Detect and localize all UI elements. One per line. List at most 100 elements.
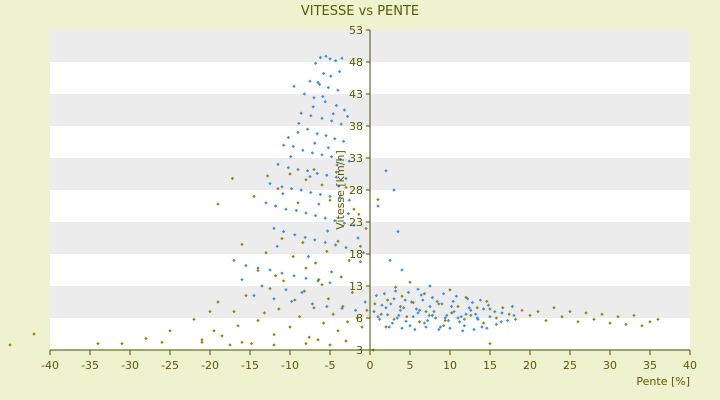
x-tick-label: -15 <box>241 359 259 372</box>
data-point-blue <box>299 111 303 115</box>
data-point-olive <box>232 309 236 314</box>
data-point-blue <box>337 69 342 74</box>
data-point-blue <box>286 165 291 170</box>
y-tick-label: 13 <box>349 280 363 293</box>
x-tick-label: -20 <box>201 359 219 372</box>
data-point-olive <box>560 315 564 319</box>
data-point-blue <box>329 74 333 78</box>
axes: -40 -35 -30 -25 -20 -15 -10 -5 0 5 10 15 20 25 30 35 40 3… <box>41 24 697 372</box>
y-tick-label: 48 <box>349 56 363 69</box>
data-point-blue <box>281 192 285 196</box>
data-point-blue <box>244 263 248 268</box>
data-point-olive <box>168 329 172 333</box>
data-point-olive <box>244 293 248 298</box>
data-point-blue <box>321 94 325 99</box>
data-point-blue <box>316 80 320 85</box>
data-point-olive <box>600 312 604 316</box>
data-point-blue <box>252 293 256 298</box>
data-point-olive <box>608 321 612 325</box>
data-point-blue <box>333 219 337 223</box>
data-point-olive <box>144 336 148 341</box>
data-point-olive <box>200 340 204 344</box>
x-tick-label: 5 <box>407 359 414 372</box>
data-point-blue <box>318 192 323 197</box>
data-point-olive <box>301 240 305 245</box>
x-tick-label: -35 <box>81 359 99 372</box>
data-point-blue <box>308 79 312 83</box>
data-point-olive <box>325 249 329 254</box>
data-point-olive <box>640 324 644 328</box>
data-point-blue <box>325 173 329 177</box>
x-axis-label: Pente [%] <box>636 375 690 388</box>
data-point-blue <box>309 114 313 118</box>
data-point-blue <box>313 141 317 145</box>
data-point-blue <box>326 146 331 150</box>
data-point-blue <box>318 55 323 60</box>
x-tick-label: -5 <box>325 359 336 372</box>
y-tick-label: 38 <box>349 120 363 133</box>
x-tick-label: 35 <box>643 359 657 372</box>
data-point-blue <box>339 122 343 126</box>
data-point-blue <box>333 59 338 63</box>
data-point-olive <box>236 324 240 328</box>
data-point-olive <box>334 170 339 174</box>
data-point-olive <box>208 309 212 314</box>
data-point-blue <box>313 238 317 242</box>
data-point-olive <box>616 315 620 319</box>
data-point-blue <box>338 157 343 161</box>
x-tick-label: 30 <box>603 359 617 372</box>
x-tick-label: 10 <box>443 359 457 372</box>
data-point-olive <box>536 309 540 314</box>
data-point-blue <box>326 85 331 90</box>
data-point-olive <box>212 329 216 333</box>
data-point-blue <box>340 56 344 60</box>
data-point-blue <box>333 137 337 141</box>
chart-title: VITESSE vs PENTE <box>301 4 419 19</box>
y-tick-label: 3 <box>356 344 363 357</box>
x-tick-label: -25 <box>161 359 179 372</box>
data-point-olive <box>358 244 363 248</box>
y-axis-label: Vitesse [km/h] <box>334 150 347 230</box>
data-point-blue <box>297 121 301 126</box>
data-point-blue <box>293 233 297 237</box>
data-point-olive <box>216 300 220 304</box>
data-point-olive <box>230 176 235 181</box>
data-point-blue <box>334 103 339 108</box>
data-point-olive <box>8 343 12 347</box>
data-point-olive <box>220 334 224 338</box>
data-point-blue <box>323 100 327 104</box>
data-point-blue <box>309 190 313 195</box>
y-tick-label: 43 <box>349 88 363 101</box>
y-tick-label: 53 <box>349 24 363 37</box>
data-point-blue <box>317 202 321 206</box>
data-point-blue <box>289 155 293 159</box>
data-point-blue <box>286 135 291 140</box>
data-point-blue <box>328 57 332 61</box>
y-tick-label: 18 <box>349 248 363 261</box>
data-point-blue <box>346 212 351 216</box>
data-point-olive <box>252 194 256 199</box>
data-point-blue <box>294 208 299 213</box>
data-point-olive <box>200 338 204 342</box>
data-point-olive <box>160 340 164 344</box>
data-point-blue <box>310 151 315 155</box>
data-point-olive <box>192 317 196 321</box>
data-point-blue <box>334 175 339 179</box>
y-tick-label: 33 <box>349 152 363 165</box>
data-point-olive <box>228 343 232 347</box>
data-point-blue <box>240 277 244 282</box>
data-point-blue <box>324 54 328 58</box>
data-point-olive <box>240 242 244 247</box>
data-point-blue <box>342 221 347 225</box>
data-point-blue <box>337 184 341 188</box>
x-tick-label: 25 <box>563 359 577 372</box>
y-tick-label: 23 <box>349 216 363 229</box>
y-tick-label: 8 <box>356 312 363 325</box>
data-point-blue <box>321 71 326 76</box>
data-point-olive <box>240 340 244 344</box>
data-point-olive <box>568 309 572 314</box>
data-point-blue <box>336 88 340 92</box>
data-point-olive <box>544 318 548 323</box>
x-tick-label: 20 <box>523 359 537 372</box>
data-point-olive <box>357 212 361 216</box>
